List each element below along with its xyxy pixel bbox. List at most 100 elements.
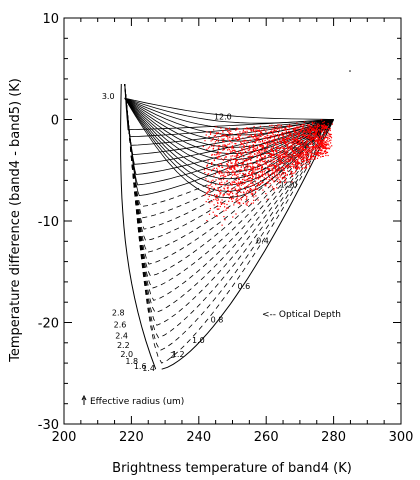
observation-point: [251, 129, 253, 131]
observation-point: [235, 160, 238, 162]
observation-point: [238, 198, 240, 201]
observation-point: [297, 133, 299, 136]
observation-point: [246, 162, 249, 164]
observation-point: [272, 153, 274, 155]
observation-point: [328, 140, 331, 142]
observation-point: [301, 159, 303, 161]
observation-point: [327, 147, 329, 149]
observation-point: [211, 139, 214, 141]
observation-point: [236, 153, 238, 155]
observation-point: [286, 174, 288, 176]
observation-point: [308, 161, 310, 163]
observation-point: [323, 125, 326, 127]
radius-label: 2: [170, 351, 175, 360]
observation-point: [239, 135, 241, 137]
observation-point: [274, 168, 276, 170]
observation-point: [270, 152, 272, 154]
observation-point: [246, 148, 248, 150]
observation-point: [295, 170, 297, 172]
observation-point: [245, 179, 247, 181]
observation-point: [277, 143, 279, 145]
observation-point: [217, 151, 219, 153]
observation-point: [240, 144, 242, 146]
observation-point: [303, 163, 305, 165]
observation-point: [258, 184, 260, 186]
observation-point: [284, 138, 286, 140]
observation-point: [307, 124, 309, 126]
observation-point: [295, 154, 297, 156]
observation-point: [249, 145, 251, 147]
observation-point: [307, 146, 309, 148]
observation-point: [229, 150, 231, 152]
observation-point: [251, 189, 254, 191]
observation-point: [300, 125, 302, 127]
observation-point: [245, 166, 247, 168]
observation-point: [294, 161, 296, 163]
observation-point: [276, 170, 278, 172]
observation-point: [268, 140, 270, 142]
observation-point: [258, 136, 260, 138]
observation-point: [297, 126, 299, 128]
observation-point: [270, 159, 272, 161]
observation-point: [328, 144, 330, 146]
observation-point: [302, 134, 304, 136]
observation-point: [322, 152, 324, 154]
observation-point: [276, 126, 278, 128]
observation-point: [273, 128, 276, 130]
observation-point: [310, 158, 312, 160]
observation-point: [315, 144, 317, 146]
observation-point: [255, 140, 257, 142]
observation-point: [225, 128, 227, 130]
observation-point: [325, 136, 327, 138]
observation-point: [286, 133, 288, 135]
observation-point: [248, 153, 250, 155]
observation-point: [322, 155, 324, 157]
observation-point: [286, 125, 288, 127]
observation-point: [309, 139, 311, 142]
observation-point: [275, 127, 277, 129]
observation-point: [314, 137, 316, 140]
observation-point: [318, 143, 320, 145]
observation-point: [248, 158, 250, 160]
observation-point: [261, 129, 263, 131]
observation-point: [233, 158, 236, 160]
observation-point: [293, 134, 295, 136]
observation-point: [228, 130, 230, 132]
observation-point: [314, 129, 316, 131]
observation-point: [297, 149, 299, 151]
observation-point: [280, 150, 283, 152]
observation-point: [305, 167, 307, 169]
observation-point: [286, 158, 288, 160]
observation-point: [274, 138, 276, 140]
observation-point: [259, 125, 261, 127]
observation-point: [211, 201, 213, 203]
observation-point: [280, 157, 282, 159]
observation-point: [301, 155, 303, 157]
observation-point: [240, 153, 242, 155]
observation-point: [282, 168, 284, 170]
observation-point: [274, 142, 276, 144]
observation-point: [292, 128, 294, 130]
observation-point: [295, 147, 297, 149]
observation-point: [248, 135, 250, 137]
observation-point: [261, 157, 263, 159]
observation-point: [279, 176, 281, 178]
observation-point: [320, 150, 322, 152]
observation-point: [219, 145, 221, 147]
observation-point: [250, 193, 252, 195]
observation-point: [247, 179, 249, 181]
observation-point: [257, 188, 259, 190]
observation-point: [272, 164, 274, 166]
observation-point: [289, 161, 291, 163]
observation-point: [304, 155, 306, 157]
observation-point: [247, 159, 249, 161]
observation-point: [311, 137, 313, 139]
observation-point: [207, 160, 209, 162]
observation-point: [265, 163, 267, 165]
observation-point: [295, 162, 297, 164]
observation-point: [237, 128, 239, 130]
observation-point: [227, 167, 229, 169]
observation-point: [223, 187, 225, 189]
observation-point: [323, 133, 325, 135]
radius-label: 2.0: [120, 350, 133, 359]
